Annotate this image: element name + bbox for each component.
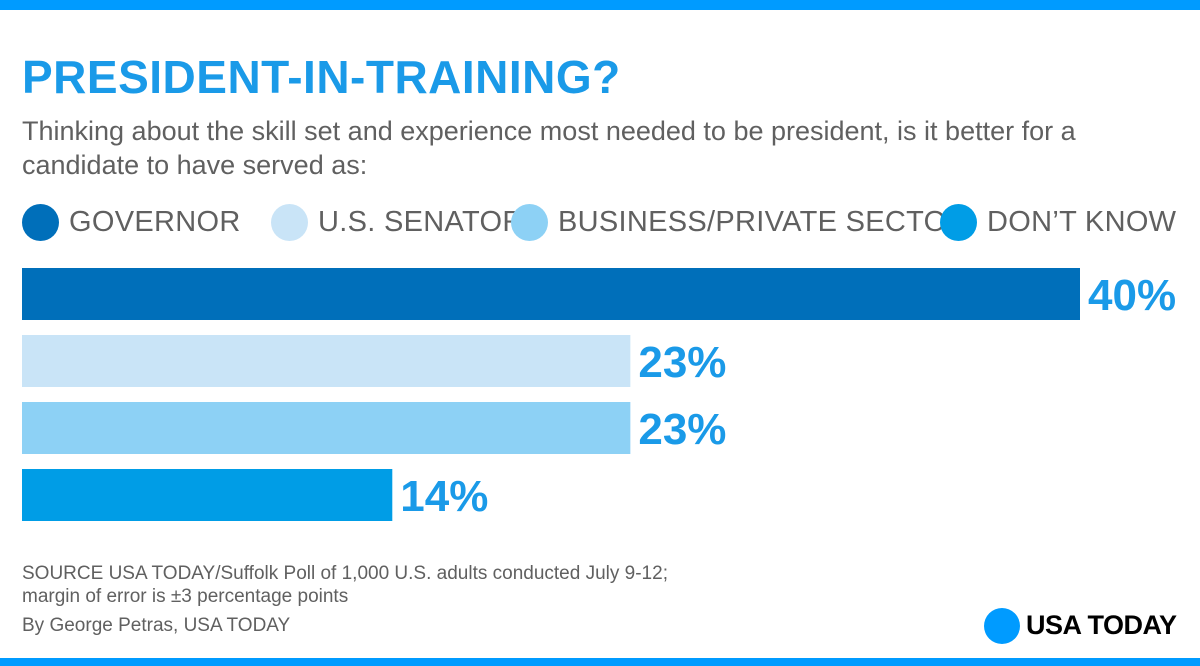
bottom-accent-rule	[0, 658, 1200, 666]
bar-senator	[22, 335, 631, 387]
value-label-governor: 40%	[1088, 271, 1176, 320]
legend-swatch-business	[511, 204, 548, 241]
value-label-business: 23%	[638, 405, 726, 454]
chart-subtitle: Thinking about the skill set and experie…	[22, 116, 1076, 180]
legend: GOVERNOR U.S. SENATOR BUSINESS/PRIVATE S…	[22, 200, 1197, 244]
legend-label-business: BUSINESS/PRIVATE SECTOR	[558, 206, 968, 238]
legend-swatch-governor	[22, 204, 59, 241]
legend-label-dont-know: DON’T KNOW	[987, 206, 1177, 238]
source-line-2: margin of error is ±3 percentage points	[22, 586, 349, 607]
bar-business	[22, 402, 631, 454]
bar-dont-know	[22, 469, 393, 521]
logo-text: USA TODAY	[1026, 610, 1177, 640]
legend-swatch-senator	[271, 204, 308, 241]
logo-dot-icon	[984, 608, 1020, 644]
legend-label-senator: U.S. SENATOR	[318, 206, 524, 238]
bar-chart: 40% 23% 23% 14%	[22, 268, 1176, 521]
usa-today-logo: USA TODAY	[984, 606, 1184, 646]
byline: By George Petras, USA TODAY	[22, 615, 291, 636]
value-label-dont-know: 14%	[400, 472, 488, 521]
legend-label-governor: GOVERNOR	[69, 206, 241, 238]
value-label-senator: 23%	[638, 338, 726, 387]
source-note: SOURCE USA TODAY/Suffolk Poll of 1,000 U…	[22, 562, 822, 608]
legend-swatch-dont-know	[940, 204, 977, 241]
source-line-1: SOURCE USA TODAY/Suffolk Poll of 1,000 U…	[22, 563, 668, 584]
top-accent-rule	[0, 0, 1200, 10]
bar-governor	[22, 268, 1080, 320]
chart-title: PRESIDENT-IN-TRAINING?	[22, 51, 621, 103]
